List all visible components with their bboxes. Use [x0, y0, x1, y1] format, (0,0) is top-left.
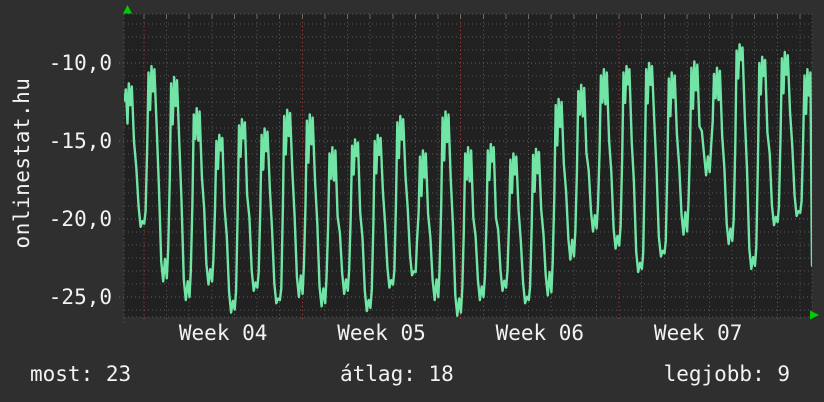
y-axis-tick-label: -20,0 — [48, 207, 112, 231]
x-axis-week-label: Week 06 — [495, 321, 585, 345]
x-axis-week-label: Week 05 — [337, 321, 426, 345]
y-axis-arrow-icon — [123, 5, 132, 14]
y-axis-tick-label: -15,0 — [48, 129, 112, 153]
stat-average: átlag: 18 — [340, 362, 454, 386]
x-axis-arrow-icon — [810, 310, 819, 320]
data-line — [124, 43, 812, 317]
data-series — [124, 43, 812, 317]
y-axis-tick-label: -10,0 — [48, 51, 112, 75]
stat-best: legjobb: 9 — [663, 362, 790, 386]
x-axis-week-label: Week 04 — [178, 321, 268, 345]
stat-current: most: 23 — [30, 362, 132, 386]
x-axis-week-label: Week 07 — [653, 321, 743, 345]
y-axis-tick-label: -25,0 — [48, 285, 112, 309]
